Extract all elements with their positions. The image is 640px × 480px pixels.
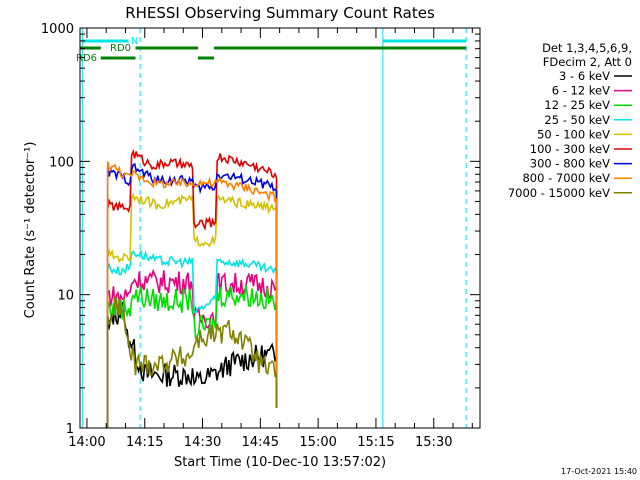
flag-label-rd6: RD6 [76,53,97,64]
legend-entry-label: 7000 - 15000 keV [508,186,610,200]
legend-header-line-1: Det 1,3,4,5,6,9, [542,41,632,55]
legend-entry-label: 100 - 300 keV [530,142,610,156]
legend-entry-label: 3 - 6 keV [559,69,610,83]
x-axis-label: Start Time (10-Dec-10 13:57:02) [174,455,386,470]
legend-header-line-2: FDecim 2, Att 0 [543,55,632,69]
axes: 1 10 100 1000 14:00 14:15 14:30 14:45 15:00 15:15… [41,22,481,450]
y-tick-label: 1 [66,422,74,437]
series-line-6 [106,162,278,428]
x-tick-label: 14:15 [126,435,163,450]
x-tick-label: 14:45 [242,435,279,450]
x-tick-label: 14:00 [68,435,105,450]
legend-entry-label: 800 - 7000 keV [522,171,610,185]
series-line-3 [106,248,278,428]
y-tick-label: 1000 [41,22,74,37]
series-line-5 [106,148,278,428]
series-line-7 [106,161,278,428]
series-line-8 [106,295,278,428]
chart-title: RHESSI Observing Summary Count Rates [125,4,435,22]
y-tick-label: 10 [57,289,74,304]
legend-entry-label: 6 - 12 keV [552,84,610,98]
legend: Det 1,3,4,5,6,9,FDecim 2, Att 03 - 6 keV… [508,41,632,200]
x-tick-label: 15:30 [415,435,452,450]
y-tick-label: 100 [49,155,74,170]
legend-entry-label: 300 - 800 keV [530,157,610,171]
x-tick-label: 15:00 [299,435,336,450]
series-line-2 [106,284,278,428]
x-tick-label: 15:15 [357,435,394,450]
flag-label-n: N [131,36,138,47]
series-line-1 [106,268,278,428]
footer-timestamp: 17-Oct-2021 15:40 [561,467,637,476]
series-line-0 [106,300,278,428]
series-line-4 [106,192,278,428]
legend-entry-label: 25 - 50 keV [544,113,610,127]
x-tick-label: 14:30 [184,435,221,450]
legend-entry-label: 50 - 100 keV [537,127,610,141]
y-axis-label: Count Rate (s⁻¹ detector⁻¹) [23,142,38,319]
flag-label-rd0: RD0 [110,43,131,54]
legend-entry-label: 12 - 25 keV [544,98,610,112]
